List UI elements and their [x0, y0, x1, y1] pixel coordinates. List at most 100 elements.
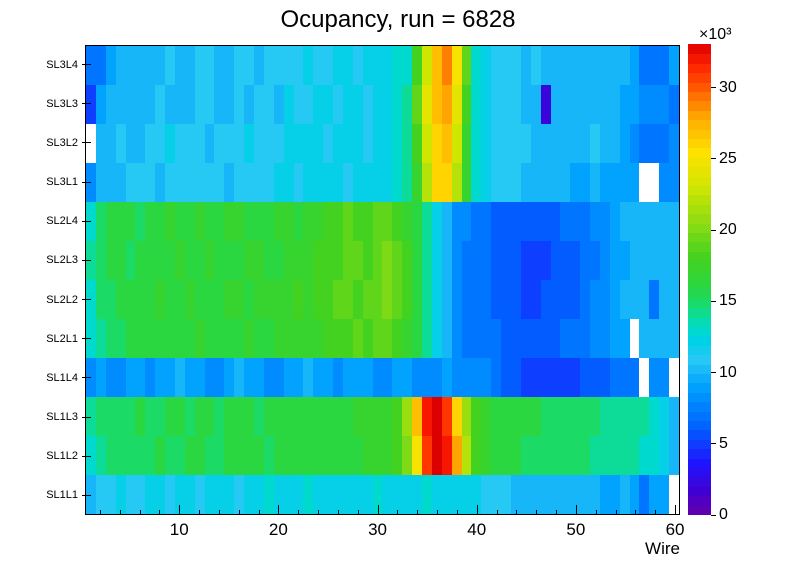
heatmap-cell [155, 358, 166, 397]
heatmap-cell [254, 358, 264, 397]
heatmap-cell [204, 280, 215, 319]
heatmap-cell [402, 358, 413, 397]
heatmap-cell [283, 475, 294, 514]
heatmap-cell [86, 436, 96, 475]
heatmap-cell [145, 358, 156, 397]
colorbar-segment [688, 448, 711, 459]
heatmap-cell [520, 280, 531, 319]
heatmap-cell [392, 436, 403, 475]
heatmap-cell [580, 358, 591, 397]
heatmap-cell [540, 436, 551, 475]
heatmap-cell [441, 436, 452, 475]
heatmap-cell [283, 202, 294, 241]
heatmap-cell [481, 124, 492, 163]
heatmap-cell [283, 358, 294, 397]
heatmap-cell [491, 280, 502, 319]
x-axis-tick-label: 60 [665, 520, 685, 539]
heatmap-cell [174, 241, 185, 280]
x-axis-minor-tick [456, 510, 458, 514]
heatmap-cell [273, 475, 284, 514]
heatmap-cell [254, 46, 264, 85]
heatmap-cell [352, 319, 363, 358]
heatmap-cell [204, 163, 215, 202]
heatmap-cell [234, 124, 245, 163]
x-axis-major-tick [575, 505, 577, 514]
heatmap-cell [451, 241, 462, 280]
heatmap-cell [234, 202, 245, 241]
heatmap-cell [659, 46, 670, 85]
heatmap-cell [392, 46, 403, 85]
heatmap-cell [599, 163, 610, 202]
heatmap-cell [155, 46, 166, 85]
heatmap-cell [609, 397, 620, 436]
x-axis-minor-tick [595, 510, 597, 514]
heatmap-cell [174, 85, 185, 124]
heatmap-cell [105, 85, 116, 124]
heatmap-cell [155, 85, 166, 124]
x-axis-minor-tick [417, 510, 419, 514]
heatmap-cell [412, 163, 423, 202]
heatmap-cell [619, 319, 630, 358]
y-axis-tick [82, 455, 91, 457]
heatmap-cell [165, 475, 175, 514]
heatmap-cell [550, 280, 561, 319]
heatmap-cell [86, 397, 96, 436]
heatmap-cell [333, 397, 343, 436]
heatmap-cell [659, 397, 670, 436]
heatmap-cell [194, 436, 205, 475]
heatmap-cell [471, 124, 482, 163]
heatmap-cell [560, 358, 571, 397]
y-axis-tick [82, 181, 91, 183]
y-axis-tick [82, 494, 91, 496]
heatmap-cell [234, 397, 245, 436]
heatmap-cell [184, 163, 195, 202]
heatmap-cell [372, 319, 383, 358]
heatmap-cell [283, 241, 294, 280]
heatmap-cell [214, 241, 225, 280]
heatmap-cell [461, 280, 472, 319]
heatmap-cell [659, 202, 670, 241]
colorbar-segment [688, 241, 711, 252]
heatmap-cell [382, 124, 393, 163]
heatmap-cell [155, 241, 166, 280]
colorbar-tick [711, 87, 716, 89]
colorbar-segment [688, 476, 711, 487]
x-axis-minor-tick [357, 510, 359, 514]
heatmap-cell [342, 85, 353, 124]
colorbar-segment [688, 166, 711, 177]
heatmap-cell [481, 475, 492, 514]
heatmap-cell [540, 46, 551, 85]
heatmap-cell [254, 475, 264, 514]
heatmap-cell [145, 319, 156, 358]
heatmap-cell [165, 202, 175, 241]
heatmap-cell [599, 124, 610, 163]
heatmap-cell [105, 241, 116, 280]
heatmap-cell [273, 124, 284, 163]
heatmap-cell [461, 124, 472, 163]
heatmap-cell [530, 241, 541, 280]
x-axis-minor-tick [635, 510, 637, 514]
heatmap-cell [609, 202, 620, 241]
heatmap-cell [95, 202, 106, 241]
heatmap-cell [115, 436, 126, 475]
heatmap-cell [244, 85, 255, 124]
heatmap-cell [224, 202, 235, 241]
heatmap-cell [422, 46, 432, 85]
heatmap-cell [115, 202, 126, 241]
heatmap-cell [461, 202, 472, 241]
x-axis-minor-tick [218, 510, 220, 514]
heatmap-cell [520, 397, 531, 436]
heatmap-cell [392, 358, 403, 397]
colorbar-segment [688, 307, 711, 318]
heatmap-cell [214, 124, 225, 163]
heatmap-cell [402, 163, 413, 202]
heatmap-cell [590, 46, 600, 85]
heatmap-cell [234, 358, 245, 397]
heatmap-cell [669, 319, 679, 358]
heatmap-cell [86, 475, 96, 514]
x-axis-minor-tick [437, 510, 439, 514]
heatmap-cell [313, 358, 324, 397]
colorbar-segment [688, 363, 711, 374]
heatmap-cell [471, 46, 482, 85]
heatmap-cell [165, 280, 175, 319]
